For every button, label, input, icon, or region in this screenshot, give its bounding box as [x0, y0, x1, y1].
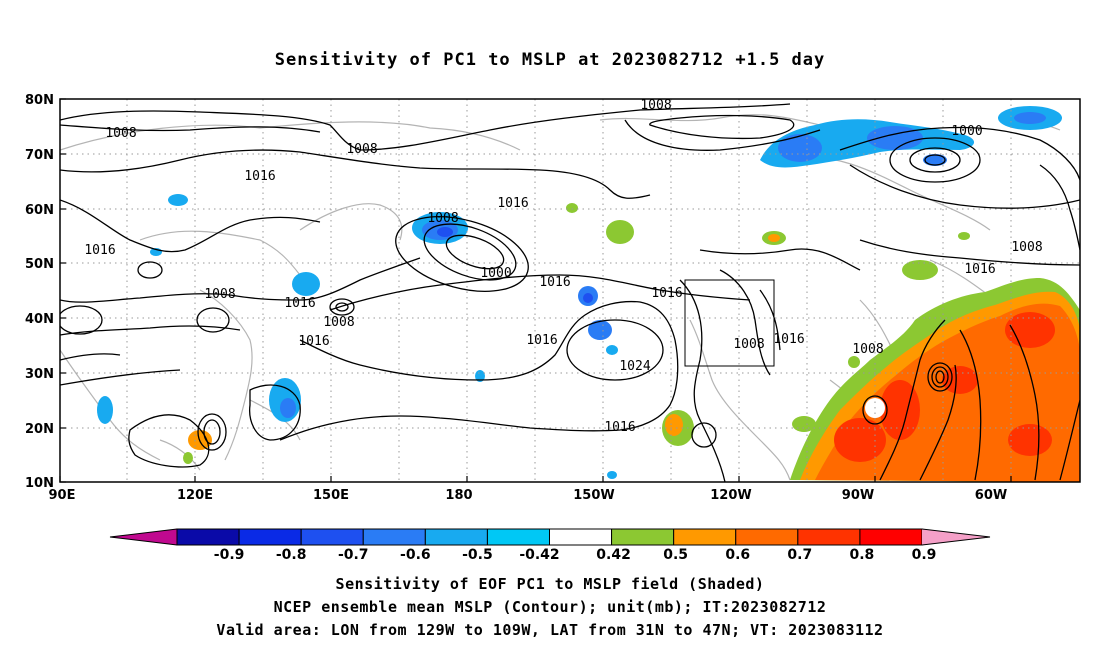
chart-title: Sensitivity of PC1 to MSLP at 2023082712…: [274, 50, 826, 70]
contour-label: 1016: [84, 243, 115, 258]
plot-frame: [59, 98, 1081, 483]
contour-label: 1000: [480, 266, 511, 281]
contour-label: 1016: [244, 169, 275, 184]
colorbar-box: [300, 528, 364, 546]
colorbar-box: [549, 528, 613, 546]
contour-label: 1016: [526, 333, 557, 348]
caption-line-2: NCEP ensemble mean MSLP (Contour); unit(…: [273, 598, 827, 616]
grid-lines: [60, 99, 1080, 482]
colorbar-label: 0.7: [787, 547, 812, 563]
colorbar-box: [362, 528, 426, 546]
contour-labels: 1008 1008 1008 1000 1016 1016 1008 1016 …: [84, 98, 1042, 435]
lon-label: 90W: [842, 488, 874, 503]
latitude-labels: 80N 70N 60N 50N 40N 30N 20N 10N: [25, 93, 54, 491]
contour-label: 1008: [852, 342, 883, 357]
lat-label: 30N: [25, 367, 54, 382]
colorbar-label: -0.7: [338, 547, 369, 563]
lat-label: 60N: [25, 203, 54, 218]
lat-label: 10N: [25, 476, 54, 491]
colorbar-box: [486, 528, 550, 546]
colorbar-label: 0.8: [850, 547, 875, 563]
caption-line-3: Valid area: LON from 129W to 109W, LAT f…: [216, 621, 884, 639]
colorbar-box: [797, 528, 861, 546]
colorbar-label: -0.6: [400, 547, 431, 563]
tick-marks: [59, 98, 1012, 483]
lon-label: 60W: [975, 488, 1007, 503]
colorbar-box: [735, 528, 799, 546]
colorbar-label: -0.8: [276, 547, 307, 563]
lat-label: 40N: [25, 312, 54, 327]
lat-label: 70N: [25, 148, 54, 163]
contour-label: 1016: [539, 275, 570, 290]
lon-label: 90E: [49, 488, 76, 503]
contour-label: 1008: [204, 287, 235, 302]
valid-area-box: [684, 279, 775, 367]
contour-label: 1008: [323, 315, 354, 330]
lat-label: 50N: [25, 257, 54, 272]
contour-label: 1016: [773, 332, 804, 347]
colorbar: -0.9 -0.8 -0.7 -0.6 -0.5 -0.42 0.42 0.5 0.6 0.7 0.…: [109, 528, 991, 563]
mslp-contours: [60, 103, 1080, 482]
colorbar-box: [673, 528, 737, 546]
contour-label: 1016: [497, 196, 528, 211]
lat-label: 80N: [25, 93, 54, 108]
contour-label: 1016: [604, 420, 635, 435]
colorbar-box: [859, 528, 923, 546]
colorbar-label: -0.42: [519, 547, 559, 563]
contour-label: 1000: [951, 124, 982, 139]
colorbar-label: 0.42: [596, 547, 631, 563]
colorbar-label: 0.5: [663, 547, 688, 563]
lon-label: 180: [445, 488, 472, 503]
colorbar-box: [238, 528, 302, 546]
contour-label: 1016: [651, 286, 682, 301]
contour-label: 1008: [733, 337, 764, 352]
contour-label: 1016: [284, 296, 315, 311]
contour-label: 1008: [640, 98, 671, 113]
contour-label: 1008: [1011, 240, 1042, 255]
contour-label: 1016: [298, 334, 329, 349]
colorbar-label: -0.9: [214, 547, 245, 563]
longitude-labels: 90E 120E 150E 180 150W 120W 90W 60W: [49, 488, 1008, 503]
colorbar-label: 0.6: [725, 547, 750, 563]
colorbar-lower-extend: [110, 529, 177, 545]
colorbar-box: [424, 528, 488, 546]
caption-line-1: Sensitivity of EOF PC1 to MSLP field (Sh…: [335, 575, 765, 593]
lon-label: 150E: [313, 488, 349, 503]
colorbar-label: -0.5: [462, 547, 493, 563]
lon-label: 120E: [177, 488, 213, 503]
contour-label: 1008: [346, 142, 377, 157]
colorbar-label: 0.9: [912, 547, 937, 563]
sensitivity-shading: [97, 106, 1080, 482]
colorbar-box: [611, 528, 675, 546]
lon-label: 120W: [710, 488, 751, 503]
colorbar-box: [176, 528, 240, 546]
contour-label: 1016: [964, 262, 995, 277]
map-plot-area: [60, 99, 1080, 482]
colorbar-upper-extend: [922, 529, 990, 545]
lon-label: 150W: [573, 488, 614, 503]
contour-label: 1008: [427, 211, 458, 226]
contour-label: 1024: [619, 359, 650, 374]
lat-label: 20N: [25, 422, 54, 437]
contour-label: 1008: [105, 126, 136, 141]
